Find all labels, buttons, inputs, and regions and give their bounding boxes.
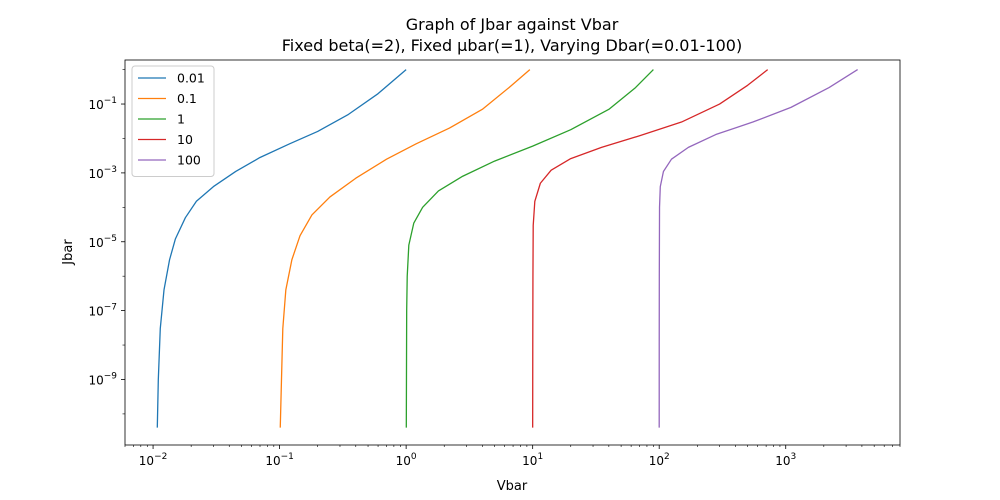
plot-frame [124, 59, 901, 446]
x-tick-label-0: 10−2 [139, 452, 168, 468]
legend-label-3: 10 [177, 132, 193, 147]
y-tick-label-3: 10−3 [88, 165, 117, 181]
legend-box [131, 65, 215, 177]
chart-title: Graph of Jbar against Vbar [406, 15, 619, 34]
y-tick-label-4: 10−1 [88, 96, 117, 112]
series-line-1 [279, 69, 531, 428]
x-tick-label-3: 101 [522, 452, 543, 468]
x-tick-label-1: 10−1 [265, 452, 294, 468]
series-line-4 [658, 69, 858, 428]
y-tick-label-0: 10−9 [88, 371, 117, 387]
series-line-3 [532, 69, 769, 428]
series-line-2 [405, 69, 654, 428]
series-layer [156, 69, 858, 428]
legend: 0.01 0.1 1 10 100 [131, 65, 215, 177]
legend-label-4: 100 [177, 153, 201, 168]
legend-label-1: 0.1 [177, 91, 197, 106]
x-tick-label-2: 100 [396, 452, 417, 468]
series-line-0 [156, 69, 407, 428]
y-axis-label: Jbar [61, 239, 76, 266]
chart-subtitle: Fixed beta(=2), Fixed µbar(=1), Varying … [282, 36, 742, 55]
legend-label-2: 1 [177, 112, 185, 127]
x-tick-label-5: 103 [775, 452, 796, 468]
y-tick-label-1: 10−7 [88, 303, 117, 319]
x-tick-label-4: 102 [649, 452, 670, 468]
y-tick-label-2: 10−5 [88, 234, 117, 250]
legend-label-0: 0.01 [177, 71, 205, 86]
x-axis-label: Vbar [497, 479, 528, 494]
